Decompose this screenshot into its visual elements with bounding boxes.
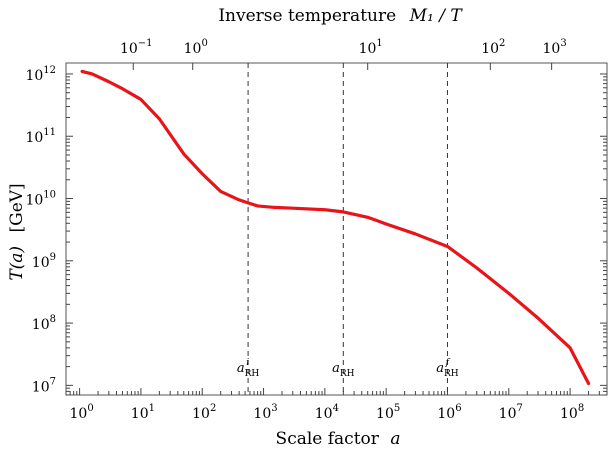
vline-label-sub: RH — [340, 369, 355, 379]
tick-exponent: 2 — [210, 403, 216, 414]
y-tick-label: 108 — [32, 314, 56, 333]
tick-base: 10 — [560, 406, 578, 422]
tick-base: 10 — [25, 130, 43, 146]
y-tick-label: 1010 — [25, 190, 56, 209]
tick-base: 10 — [376, 406, 394, 422]
tick-base: 10 — [192, 406, 210, 422]
tick-base: 10 — [70, 406, 88, 422]
tick-base: 10 — [253, 406, 271, 422]
top-tick-labels: 10−1 100 101 102 103 — [120, 38, 567, 57]
x-tick-labels: 100 101 102 103 104 105 106 107 108 — [70, 403, 585, 422]
tick-base: 10 — [32, 317, 50, 333]
tick-exponent: 1 — [376, 38, 382, 49]
vline-label-main: a — [237, 361, 245, 376]
y-tick-label: 109 — [32, 252, 56, 271]
tick-exponent: 7 — [50, 376, 56, 387]
tick-base: 10 — [481, 41, 499, 57]
x-tick-label: 107 — [499, 403, 523, 422]
vline-label: aRHf — [436, 358, 459, 379]
top-axis-var: M₁ / T — [409, 6, 464, 26]
reheating-markers: aRHi aRH aRHf — [237, 63, 459, 395]
tick-base: 10 — [25, 68, 43, 84]
tick-exponent: 4 — [333, 403, 339, 414]
tick-base: 10 — [184, 41, 202, 57]
y-tick-label: 107 — [32, 376, 56, 395]
top-axis-label: Inverse temperature — [218, 6, 396, 26]
plot-frame — [65, 62, 608, 396]
vline-label-main: a — [436, 361, 444, 376]
x-tick-label: 106 — [437, 403, 461, 422]
x-axis-label: Scale factor — [276, 429, 380, 449]
top-tick-label: 102 — [481, 38, 505, 57]
vline-label: aRH — [332, 361, 355, 379]
tick-exponent: 2 — [499, 38, 505, 49]
tick-base: 10 — [32, 255, 50, 271]
tick-exponent: 0 — [87, 403, 93, 414]
tick-exponent: 8 — [578, 403, 584, 414]
x-tick-label: 105 — [376, 403, 400, 422]
tick-exponent: 3 — [271, 403, 277, 414]
tick-exponent: 3 — [560, 38, 566, 49]
y-axis-unit: [GeV] — [7, 183, 27, 232]
tick-exponent: 12 — [43, 65, 56, 76]
y-axis-var: T(a) — [7, 246, 27, 281]
vline-label: aRHi — [237, 358, 260, 379]
x-axis-title: Scale factor a — [276, 429, 401, 449]
tick-exponent: 10 — [43, 190, 56, 201]
tick-exponent: 5 — [394, 403, 400, 414]
x-tick-label: 104 — [315, 403, 339, 422]
tick-exponent: 9 — [50, 252, 56, 263]
vline-label-sup: f — [445, 358, 451, 368]
tick-base: 10 — [315, 406, 333, 422]
tick-base: 10 — [131, 406, 149, 422]
top-tick-label: 101 — [359, 38, 383, 57]
tick-base: 10 — [25, 193, 43, 209]
top-tick-label: 103 — [543, 38, 567, 57]
tick-base: 10 — [499, 406, 517, 422]
x-tick-label: 100 — [70, 403, 94, 422]
y-axis-title: T(a) [GeV] — [7, 183, 27, 280]
tick-exponent: 11 — [43, 127, 56, 138]
vline-label-main: a — [332, 361, 340, 376]
x-tick-label: 108 — [560, 403, 584, 422]
x-tick-label: 103 — [253, 403, 277, 422]
tick-exponent: 0 — [201, 38, 207, 49]
y-tick-label: 1011 — [25, 127, 56, 146]
x-axis-var: a — [390, 429, 400, 449]
x-tick-label: 101 — [131, 403, 155, 422]
vline-label-sub: RH — [245, 369, 260, 379]
top-tick-label: 10−1 — [120, 38, 153, 57]
tick-base: 10 — [543, 41, 561, 57]
x-tick-label: 102 — [192, 403, 216, 422]
tick-exponent: 6 — [455, 403, 461, 414]
tick-base: 10 — [120, 41, 138, 57]
axis-ticks — [65, 63, 608, 396]
svg-text:Inverse temperature M₁ /: Inverse temperature M₁ / T — [218, 6, 463, 26]
vline-label-sub: RH — [444, 369, 459, 379]
vline-label-sup: i — [246, 358, 249, 368]
top-tick-label: 100 — [184, 38, 208, 57]
tick-exponent: 7 — [517, 403, 523, 414]
temperature-curve — [80, 69, 591, 386]
y-tick-label: 1012 — [25, 65, 56, 84]
tick-base: 10 — [437, 406, 455, 422]
tick-exponent: −1 — [138, 38, 153, 49]
top-axis-title: Inverse temperature M₁ / T — [218, 6, 463, 26]
tick-base: 10 — [32, 379, 50, 395]
tick-base: 10 — [359, 41, 377, 57]
tick-exponent: 1 — [149, 403, 155, 414]
tick-exponent: 8 — [50, 314, 56, 325]
